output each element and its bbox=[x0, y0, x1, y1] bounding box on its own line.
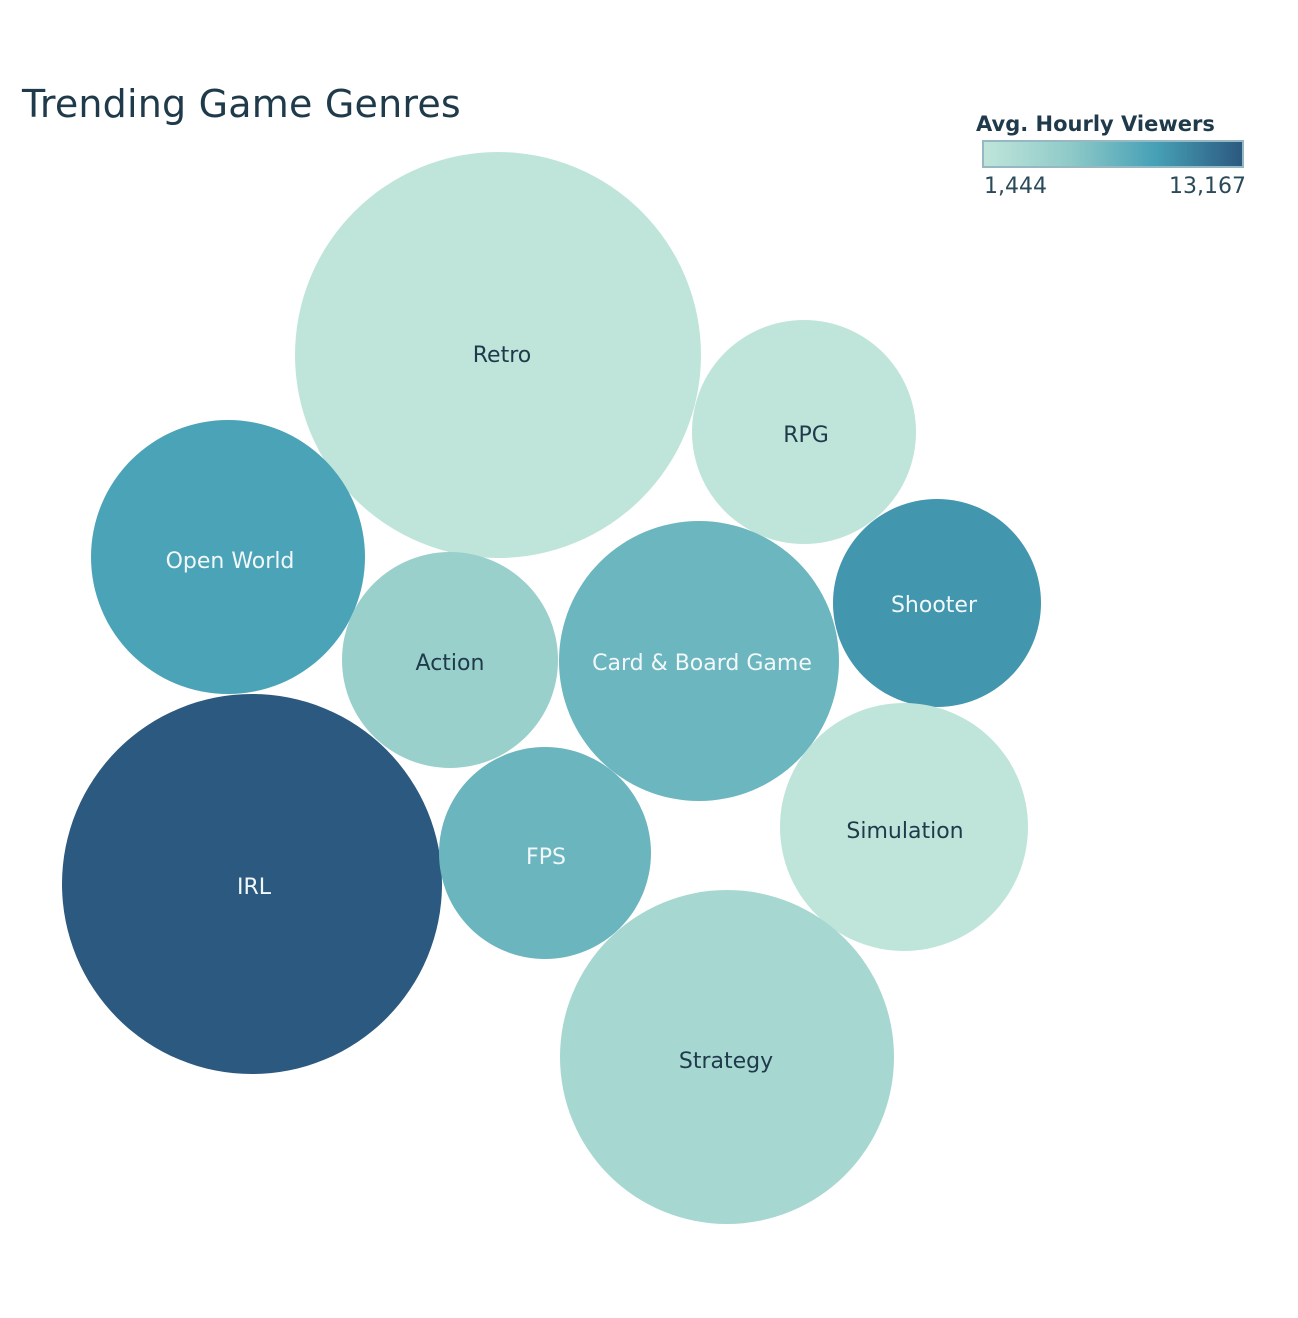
bubble-simulation[interactable] bbox=[780, 703, 1028, 951]
bubble-label-card-board-game: Card & Board Game bbox=[592, 651, 812, 676]
bubble-retro[interactable] bbox=[295, 152, 701, 558]
bubble-label-rpg: RPG bbox=[783, 423, 829, 448]
legend-gradient-bar bbox=[982, 140, 1244, 168]
bubble-action[interactable] bbox=[342, 552, 558, 768]
bubble-open-world[interactable] bbox=[91, 420, 365, 694]
bubble-label-retro: Retro bbox=[473, 343, 531, 368]
bubble-label-strategy: Strategy bbox=[679, 1049, 773, 1074]
bubble-label-open-world: Open World bbox=[166, 549, 295, 574]
bubble-label-fps: FPS bbox=[526, 845, 566, 870]
bubble-label-action: Action bbox=[416, 651, 485, 676]
bubble-fps[interactable] bbox=[439, 747, 651, 959]
legend-labels: 1,444 13,167 bbox=[976, 174, 1251, 202]
bubble-strategy[interactable] bbox=[560, 890, 894, 1224]
legend-max-label: 13,167 bbox=[1169, 174, 1246, 199]
legend-min-label: 1,444 bbox=[984, 174, 1047, 199]
bubble-label-simulation: Simulation bbox=[846, 819, 963, 844]
bubble-label-irl: IRL bbox=[237, 875, 272, 900]
chart-title: Trending Game Genres bbox=[22, 82, 461, 126]
bubble-card-board-game[interactable] bbox=[559, 521, 839, 801]
bubble-label-shooter: Shooter bbox=[891, 593, 978, 618]
bubble-shooter[interactable] bbox=[833, 499, 1041, 707]
bubble-irl[interactable] bbox=[62, 694, 442, 1074]
bubble-rpg[interactable] bbox=[692, 320, 916, 544]
color-legend: Avg. Hourly Viewers 1,444 13,167 bbox=[976, 112, 1251, 202]
legend-title: Avg. Hourly Viewers bbox=[976, 112, 1215, 136]
